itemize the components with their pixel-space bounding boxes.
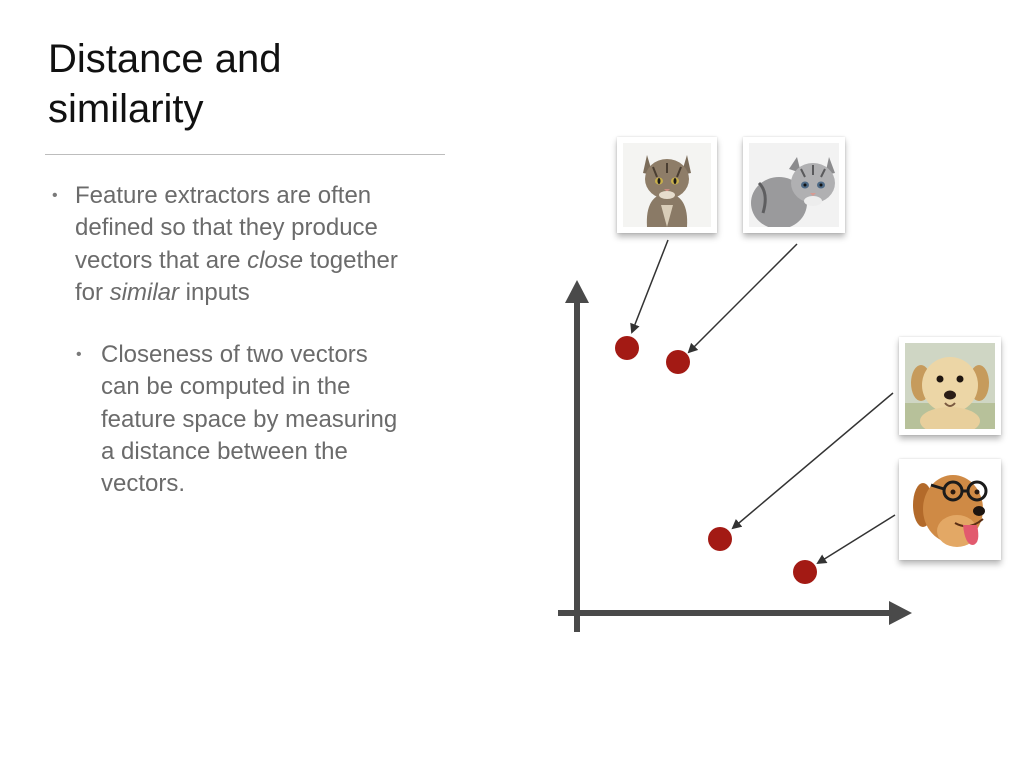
bullet-2-line-2: can be computed in the	[101, 373, 351, 401]
dog-with-glasses-photo	[899, 459, 1001, 560]
vector-point-puppy	[708, 527, 732, 551]
puppy-photo	[899, 337, 1001, 435]
arrow-tabby-cat	[630, 239, 669, 334]
golden-puppy-icon	[905, 343, 995, 429]
bullet-list: • Feature extractors are often defined s…	[52, 180, 452, 501]
bullet-1-line-2: defined so that they produce	[75, 214, 378, 242]
bullet-2-line-4: a distance between the	[101, 438, 348, 466]
bullet-1-text: inputs	[179, 278, 250, 306]
emphasis-similar: similar	[109, 278, 180, 306]
bullet-2-line-3: feature space by measuring	[101, 405, 398, 433]
vector-point-dog-glasses	[793, 560, 817, 584]
bullet-1-text: vectors that are	[75, 246, 248, 274]
bullet-item-1: • Feature extractors are often defined s…	[52, 180, 452, 309]
bullet-1-text: for	[75, 278, 110, 306]
vector-point-tabby-cat	[615, 336, 639, 360]
arrow-puppy	[731, 392, 894, 530]
bullet-item-2: • Closeness of two vectors can be comput…	[52, 339, 452, 500]
arrow-gray-kitten	[687, 243, 798, 354]
tabby-cat-icon	[623, 143, 711, 227]
bullet-1-text: together	[303, 246, 398, 274]
slide-title: Distance and similarity	[48, 34, 428, 134]
bullet-2-line-5: vectors.	[101, 470, 186, 498]
vector-point-gray-kitten	[666, 350, 690, 374]
bullet-1-line-4: for similar inputs	[75, 277, 452, 309]
bullet-1-line-3: vectors that are close together	[75, 245, 452, 277]
bullet-dot-icon: •	[52, 187, 58, 204]
x-axis-arrow-icon	[889, 601, 912, 625]
slide-title-line-1: Distance and	[48, 37, 282, 81]
tabby-cat-photo	[617, 137, 717, 233]
bullet-dot-icon: •	[76, 346, 82, 364]
title-divider	[45, 154, 445, 155]
slide-title-line-2: similarity	[48, 87, 204, 131]
bullet-2-line-1: Closeness of two vectors	[101, 341, 368, 369]
bullet-1-line-1: Feature extractors are often	[75, 182, 372, 209]
arrow-dog-glasses	[816, 514, 896, 565]
golden-retriever-glasses-icon	[905, 465, 995, 554]
emphasis-close: close	[247, 246, 304, 274]
y-axis-arrow-icon	[565, 280, 589, 303]
gray-kitten-icon	[749, 143, 839, 227]
gray-kitten-photo	[743, 137, 845, 233]
